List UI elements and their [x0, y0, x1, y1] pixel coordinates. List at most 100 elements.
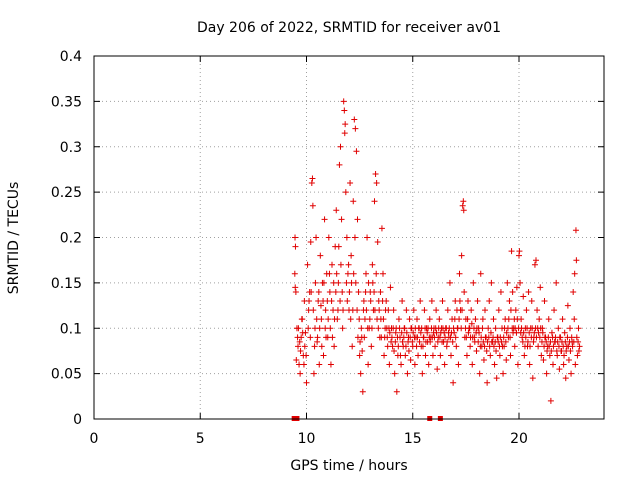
data-point	[420, 334, 427, 341]
data-point	[368, 343, 375, 350]
data-point	[331, 343, 338, 350]
data-point	[487, 329, 494, 336]
data-point	[560, 343, 567, 350]
data-point	[402, 343, 409, 350]
data-point	[509, 288, 516, 295]
data-point	[524, 325, 531, 332]
data-point	[521, 343, 528, 350]
data-point	[545, 316, 552, 323]
data-point	[395, 316, 402, 323]
data-point	[567, 325, 573, 332]
data-point	[456, 270, 463, 277]
data-point	[392, 338, 399, 345]
data-point	[378, 225, 385, 232]
data-point	[560, 361, 567, 368]
data-point	[431, 334, 438, 341]
data-point	[386, 361, 393, 368]
data-point	[541, 298, 548, 305]
data-point	[490, 343, 497, 350]
data-point	[401, 325, 408, 332]
data-point	[562, 375, 569, 382]
data-point	[369, 279, 376, 286]
data-point	[305, 325, 312, 332]
data-point	[550, 343, 557, 350]
data-point	[310, 307, 317, 314]
data-point	[564, 302, 571, 309]
data-point	[477, 270, 484, 277]
data-point	[397, 352, 404, 359]
data-point	[296, 338, 303, 345]
data-point	[518, 325, 525, 332]
data-point	[314, 334, 321, 341]
data-point	[387, 284, 394, 291]
data-point	[536, 316, 543, 323]
data-point	[297, 347, 304, 354]
data-point	[327, 325, 334, 332]
data-point	[472, 316, 479, 323]
data-point	[315, 288, 322, 295]
data-point	[559, 316, 566, 323]
data-point	[363, 307, 370, 314]
data-point	[327, 361, 334, 368]
data-point	[396, 325, 403, 332]
data-point	[469, 334, 476, 341]
data-point	[357, 370, 364, 377]
data-point	[406, 316, 413, 323]
ticks-layer	[93, 55, 604, 420]
data-point	[421, 307, 428, 314]
data-point	[450, 379, 457, 386]
data-point	[473, 347, 480, 354]
data-point	[355, 288, 362, 295]
data-point	[400, 334, 407, 341]
data-point	[349, 343, 356, 350]
data-point	[436, 334, 443, 341]
data-point	[507, 334, 514, 341]
data-point	[388, 334, 395, 341]
tick-labels: 0 0.05 0.1 0.15 0.2 0.25 0.3 0.35 0.4 0 5 10 15 20	[51, 49, 528, 447]
data-point	[356, 316, 363, 323]
data-point	[338, 216, 345, 223]
data-point	[339, 325, 346, 332]
data-point	[521, 352, 528, 359]
data-point	[386, 329, 393, 336]
data-point	[340, 307, 347, 314]
data-point	[371, 288, 378, 295]
data-point	[520, 329, 527, 336]
data-point	[417, 329, 424, 336]
data-point	[308, 180, 315, 187]
data-point	[475, 338, 482, 345]
data-point	[368, 325, 375, 332]
data-point	[376, 307, 383, 314]
data-point	[364, 234, 371, 241]
data-point	[442, 334, 449, 341]
data-point	[407, 357, 414, 364]
data-point	[567, 347, 574, 354]
x-tick-label: 0	[90, 431, 99, 447]
data-point	[486, 298, 493, 305]
data-point	[526, 329, 533, 336]
data-point	[474, 298, 481, 305]
data-point	[350, 198, 357, 205]
data-point	[528, 334, 535, 341]
data-point	[309, 202, 316, 209]
data-point	[520, 293, 527, 300]
data-point	[419, 343, 426, 350]
data-point	[403, 307, 410, 314]
data-point	[292, 288, 299, 295]
data-point	[550, 361, 556, 368]
y-tick-label: 0.3	[60, 140, 82, 156]
data-point	[548, 329, 555, 336]
data-point	[428, 298, 435, 305]
data-point	[337, 143, 344, 150]
data-point	[414, 316, 420, 323]
data-point	[568, 370, 575, 377]
data-point	[293, 357, 300, 364]
data-point	[561, 352, 568, 359]
data-point	[517, 279, 524, 286]
data-point	[513, 284, 520, 291]
data-point	[351, 116, 358, 123]
data-point	[484, 379, 491, 386]
data-point	[371, 198, 378, 205]
data-point	[381, 334, 388, 341]
data-point	[300, 361, 307, 368]
